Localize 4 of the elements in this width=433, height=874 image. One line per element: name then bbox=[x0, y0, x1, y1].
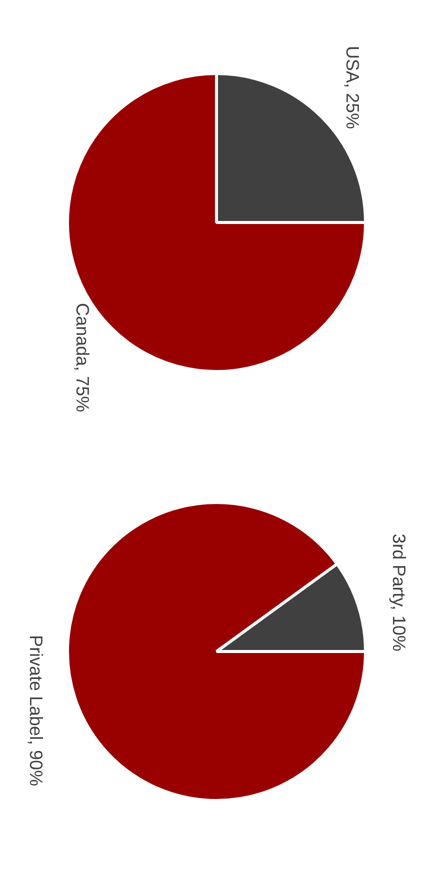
slice-label: Private Label, 90% bbox=[26, 634, 46, 786]
slice-label: USA, 25% bbox=[342, 46, 363, 129]
slice-label: 3rd Party, 10% bbox=[389, 534, 410, 652]
slice-label: Canada, 75% bbox=[72, 303, 92, 412]
